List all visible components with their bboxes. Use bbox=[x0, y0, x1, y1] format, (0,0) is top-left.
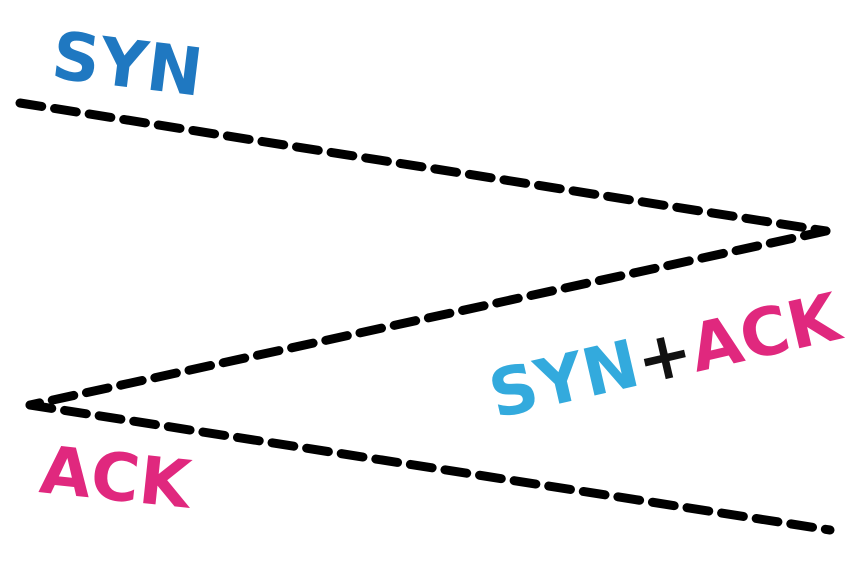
ack-label: ACK bbox=[36, 431, 197, 524]
synack-ack-text: ACK bbox=[683, 278, 850, 388]
synack-syn-text: SYN bbox=[482, 325, 646, 434]
synack-line bbox=[25, 226, 831, 410]
synack-label: SYN+ACK bbox=[482, 278, 850, 434]
syn-line bbox=[15, 98, 831, 236]
ack-line bbox=[25, 400, 835, 535]
syn-label: SYN bbox=[48, 17, 207, 112]
svg-text:SYN+ACK: SYN+ACK bbox=[482, 278, 850, 434]
